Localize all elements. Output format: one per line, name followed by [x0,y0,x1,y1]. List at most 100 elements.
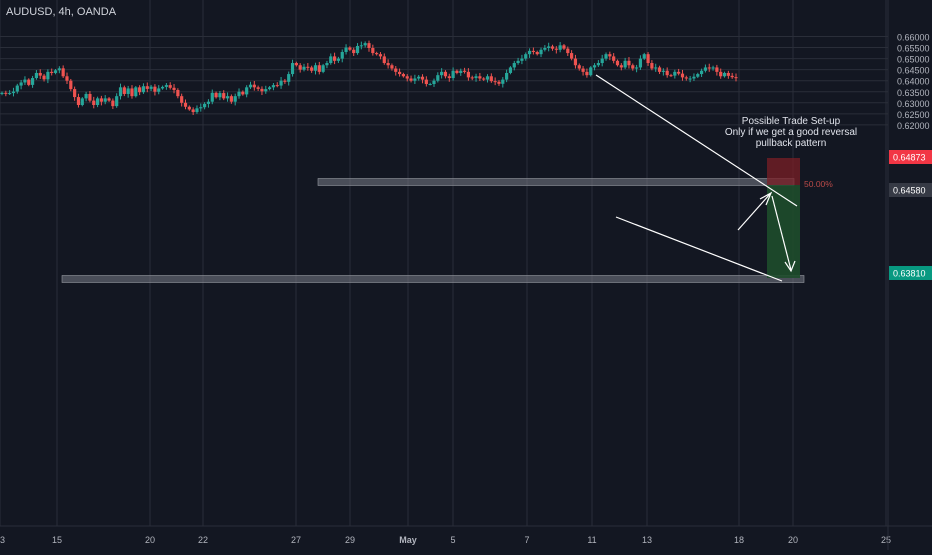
wedge-lower-line [615,216,783,282]
price-badge-label: 0.63810 [893,269,926,279]
candle-body [623,60,627,68]
candle-body [474,76,478,79]
candle [164,82,168,90]
candle-body [115,96,119,107]
candle [336,56,341,63]
candle [332,52,337,65]
candle-body [386,63,390,66]
candle [352,47,356,56]
candle [187,105,191,111]
candle-body [726,72,730,76]
candle [459,68,463,76]
candle [191,107,195,115]
candle [424,76,428,87]
x-tick-label: 29 [345,535,355,545]
candle [730,72,734,79]
x-tick-label: 25 [881,535,891,545]
candle-body [707,67,711,69]
candle [470,75,474,81]
candle-body [604,54,608,59]
candle [107,97,111,102]
candle-body [592,65,597,68]
candle [585,68,589,78]
candle-body [585,71,589,76]
candle [260,86,264,96]
candle [302,63,306,72]
wedge-upper-line [595,74,798,207]
candle-body [199,107,203,109]
candle [256,85,260,91]
candle [432,78,436,87]
candle-body [329,56,333,64]
candle-body [665,70,669,76]
candle [130,85,134,99]
candle [88,91,92,103]
candle-body [313,65,318,71]
candle-body [524,54,528,59]
price-badge-label: 0.64580 [893,186,926,196]
candle-body [237,91,241,97]
candle-body [241,91,245,95]
candle-body [153,86,157,92]
candle [206,99,211,108]
candle [8,90,12,96]
candle [558,42,562,53]
candle [661,68,665,76]
x-tick-label: 13 [642,535,652,545]
candle [608,51,612,61]
candle [516,57,520,65]
candle-body [371,47,375,54]
candle-body [730,75,734,78]
candle-body [420,76,425,80]
candle [214,91,218,99]
candle-body [482,78,486,80]
candle-body [229,96,233,102]
candle-body [84,93,88,99]
candle-body [348,47,352,50]
candle-body [581,68,585,72]
candle-body [138,87,142,93]
candle [394,66,398,76]
candle-body [734,77,738,79]
candle-body [543,47,547,50]
candle-body [608,54,612,57]
candle-body [654,67,658,69]
candle [493,77,497,86]
candle [363,41,367,48]
x-tick-label: 5 [450,535,455,545]
candle [550,44,555,51]
candle [180,93,184,107]
candle [0,91,4,96]
candle [615,59,620,67]
candle [61,65,65,79]
candle-body [130,88,134,97]
candle-body [424,79,428,85]
candle [317,61,321,75]
candle-body [69,80,73,90]
candle-body [631,65,635,69]
candle [34,70,39,80]
candle-body [485,76,490,80]
stop-loss-area [767,158,800,185]
candle [409,75,413,83]
x-tick-label: 27 [291,535,301,545]
candle-body [680,73,685,78]
candle [378,52,383,60]
candle-body [126,88,130,94]
candle-body [466,71,470,78]
candle [566,46,570,56]
candle [371,44,375,56]
candle [592,63,597,71]
x-tick-label: 7 [524,535,529,545]
candle [512,60,516,71]
candle [623,57,627,70]
candle [612,53,616,64]
candle [627,57,631,69]
candle-body [531,50,535,52]
candle-body [210,92,214,102]
candle [157,85,161,95]
candle-body [118,87,123,97]
symbol-label: AUDUSD, 4h, OANDA [6,6,117,18]
candle-body [378,54,383,57]
candle [134,86,138,98]
